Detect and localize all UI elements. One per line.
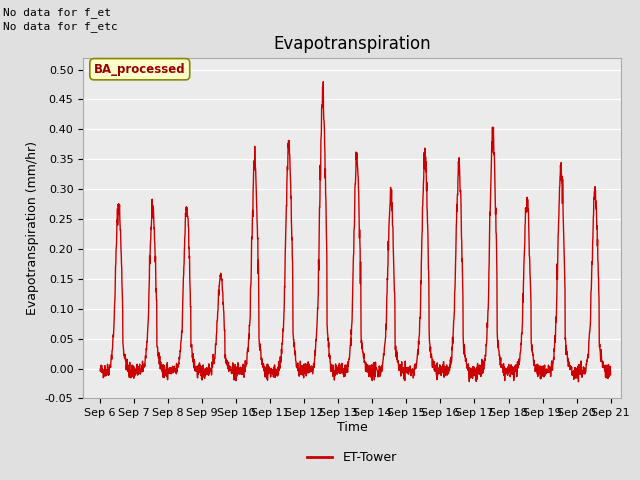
Text: BA_processed: BA_processed <box>94 63 186 76</box>
Text: No data for f_et
No data for f_etc: No data for f_et No data for f_etc <box>3 7 118 32</box>
Title: Evapotranspiration: Evapotranspiration <box>273 35 431 53</box>
Y-axis label: Evapotranspiration (mm/hr): Evapotranspiration (mm/hr) <box>26 141 39 315</box>
Legend: ET-Tower: ET-Tower <box>302 446 402 469</box>
X-axis label: Time: Time <box>337 421 367 434</box>
